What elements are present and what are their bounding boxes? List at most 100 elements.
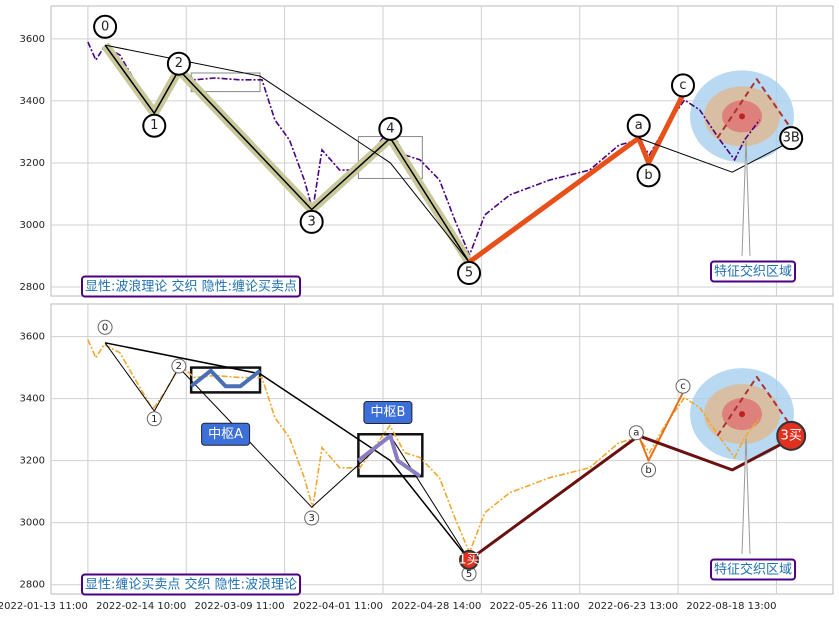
note-label: 显性:缠论买卖点 交织 隐性:波浪理论 [85,577,297,593]
x-tick-label: 2022-03-09 11:00 [194,601,284,612]
x-tick-label: 2022-04-01 11:00 [293,601,383,612]
arrow [741,438,751,555]
y-tick-label: 3000 [20,518,45,529]
y-tick-label: 3400 [20,394,45,405]
wave-marker [166,51,191,76]
wave-label: a [635,118,643,133]
wave-label: b [645,465,651,476]
wave-line [716,375,793,437]
wave-label: 3B [783,131,800,146]
wave-line [104,342,470,561]
x-tick-label: 2022-06-23 13:00 [588,601,678,612]
wave-marker [378,116,403,141]
wave-marker [675,378,691,394]
buy-label: 3买 [781,428,802,443]
wave-line [468,434,792,562]
wave-label: c [680,381,686,392]
y-tick-label: 3200 [20,456,45,467]
wave-label: 3 [308,214,316,229]
annotation: 5 [457,261,482,286]
wave-marker [628,425,644,441]
annotation: 中枢A [201,422,251,446]
note-box [81,275,302,298]
y-tick-label: 3600 [20,332,45,343]
note-label: 特征交织区域 [714,562,792,578]
annotation: c [670,73,695,98]
y-tick-label: 2800 [20,580,45,591]
x-tick-label: 2022-04-28 14:00 [391,601,481,612]
y-tick-label: 2800 [20,282,45,293]
note-box [81,573,302,596]
plot-frame [50,303,834,595]
wave-marker [670,73,695,98]
note-label: 显性:波浪理论 交织 隐性:缠论买卖点 [85,279,297,295]
x-tick-label: 2022-02-14 10:00 [96,601,186,612]
tag-box [363,401,413,425]
annotation: c [675,378,691,394]
y-tick-label: 3400 [20,96,45,107]
wave-line [638,137,792,173]
buy-label: 1买 [458,552,479,567]
wave-label: 2 [175,56,183,71]
annotation: 2 [171,358,187,374]
wave-marker [641,462,657,478]
wave-label: 0 [102,322,108,333]
annotation: 1 [142,113,167,138]
wave-label: 5 [465,266,473,281]
annotation: a [626,113,651,138]
x-tick-label: 2022-05-26 11:00 [490,601,580,612]
wave-label: 5 [466,569,472,580]
wave-marker [304,510,320,526]
annotation: 3 [299,209,324,234]
annotation: 2 [166,51,191,76]
annotation: 中枢B [363,401,413,425]
y-tick-label: 3000 [20,220,45,231]
wave-label: a [633,428,639,439]
wave-label: 1 [151,414,157,425]
buy-marker [776,420,807,451]
feature-zone-center [739,411,746,418]
wave-label: 3 [308,513,314,524]
annotation: 1 [146,411,162,427]
note-label: 特征交织区域 [714,264,792,280]
wave-marker [299,209,324,234]
wave-line [357,433,422,478]
note-box [710,260,797,283]
wave-marker [97,319,113,335]
annotation: b [636,163,661,188]
wave-marker [93,14,118,39]
wave-marker [171,358,187,374]
note-box [710,558,797,581]
wave-marker [142,113,167,138]
annotation: b [641,462,657,478]
arrow [741,140,751,257]
annotation: 0 [93,14,118,39]
buy-marker [459,549,480,570]
annotation: 3 [304,510,320,526]
wave-marker [457,261,482,286]
tag-label: 中枢A [208,427,243,442]
annotation: a [628,425,644,441]
x-tick-label: 2022-01-13 11:00 [0,601,88,612]
wave-line [189,368,262,389]
tag-label: 中枢B [370,405,405,420]
annotation: 4 [378,116,403,141]
annotation: 0 [97,319,113,335]
annotation: 1买 [458,549,480,570]
y-tick-label: 3200 [20,158,45,169]
annotation: 3买 [776,420,807,451]
wave-marker [779,126,804,151]
annotation: 3B [779,126,804,151]
wave-label: 4 [386,121,394,136]
x-tick-label: 2022-08-18 13:00 [686,601,776,612]
wave-label: 2 [176,361,182,372]
wave-marker [146,411,162,427]
y-tick-label: 3600 [20,34,45,45]
wave-label: 1 [150,118,158,133]
wave-marker [636,163,661,188]
wave-marker [626,113,651,138]
wave-line [467,93,686,265]
wave-label: b [644,168,652,183]
